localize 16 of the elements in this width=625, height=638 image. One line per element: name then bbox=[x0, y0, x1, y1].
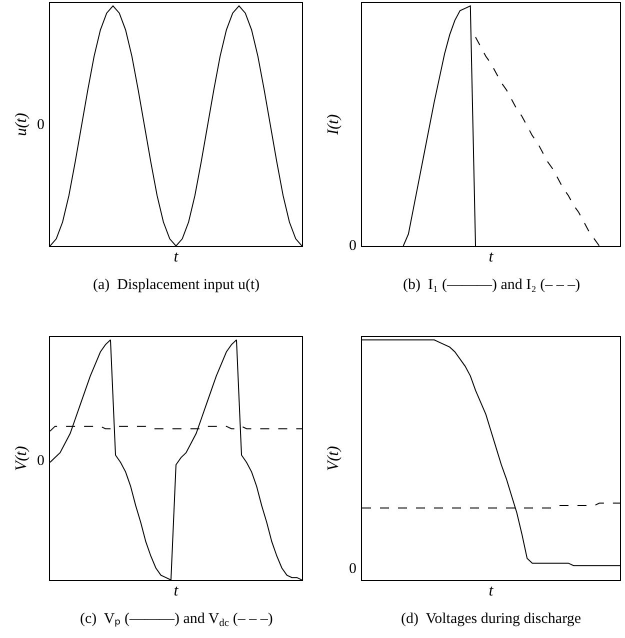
x-axis-title: t bbox=[488, 248, 494, 266]
y-axis-title: V(t) bbox=[12, 446, 30, 471]
text: (d) Voltages during discharge bbox=[401, 611, 582, 627]
text: (c) Vₚ (———) and V$_{dc}$ (– – –) bbox=[80, 611, 273, 630]
y-axis-title: V(t) bbox=[324, 446, 342, 471]
text: (a) Displacement input u(t) bbox=[93, 277, 260, 293]
text: 0 bbox=[37, 453, 44, 469]
y-axis-title: u(t) bbox=[12, 112, 30, 136]
x-axis-title: t bbox=[488, 582, 494, 600]
x-axis-title: t bbox=[174, 248, 179, 266]
text: 0 bbox=[349, 561, 356, 577]
text: (b) I₁ (———) and I₂ (– – –) bbox=[403, 277, 580, 293]
x-axis-title: t bbox=[174, 582, 179, 600]
y-axis-title: I(t) bbox=[324, 114, 342, 136]
text: 0 bbox=[37, 117, 44, 133]
text: 0 bbox=[349, 238, 356, 254]
